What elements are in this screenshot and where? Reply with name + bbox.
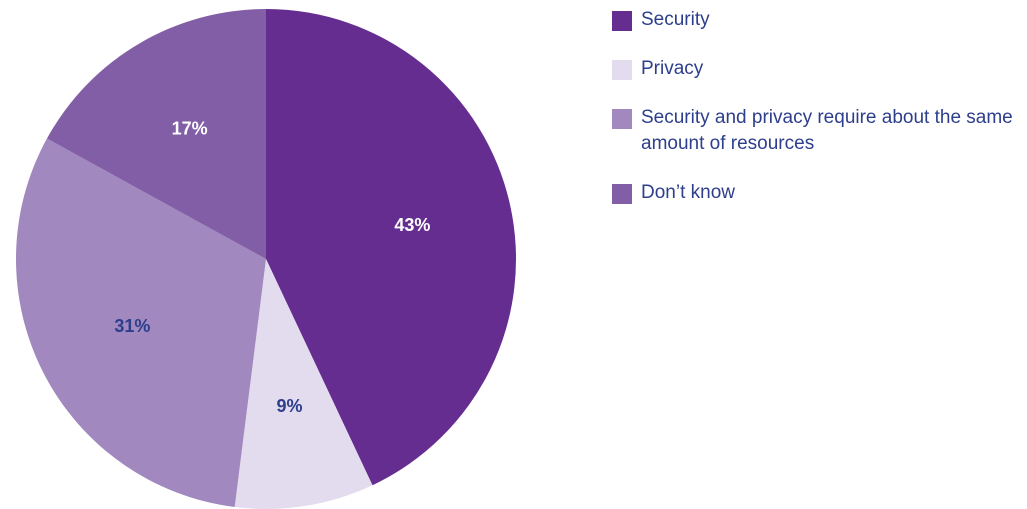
- legend-swatch-2: [612, 109, 632, 129]
- pie-slice-3: [46, 9, 267, 259]
- slice-value-label-2: 31%: [114, 316, 150, 336]
- slice-value-label-3: 17%: [172, 119, 208, 139]
- legend-label-0: Security: [641, 9, 710, 30]
- legend-swatch-3: [612, 184, 632, 204]
- legend-item-2: Security and privacy require about the s…: [612, 107, 1022, 157]
- legend-swatch-0: [612, 11, 632, 31]
- legend-item-3: Don’t know: [612, 182, 1022, 206]
- legend-swatch-1: [612, 60, 632, 80]
- pie-slice-0: [266, 9, 516, 486]
- legend-label-1: Privacy: [641, 58, 704, 79]
- legend-label-2: Security and privacy require about the s…: [641, 107, 1013, 154]
- legend-item-1: Privacy: [612, 58, 1022, 82]
- chart-legend: Security Privacy Security and privacy requ…: [612, 9, 1022, 232]
- legend-item-0: Security: [612, 9, 1022, 33]
- legend-label-3: Don’t know: [641, 182, 735, 203]
- slice-value-label-1: 9%: [276, 396, 302, 416]
- pie-chart: 43% 9% 31% 17%: [15, 9, 516, 509]
- pie-slice-1: [234, 259, 373, 509]
- pie-slice-2: [15, 138, 266, 508]
- slice-value-label-0: 43%: [394, 215, 430, 235]
